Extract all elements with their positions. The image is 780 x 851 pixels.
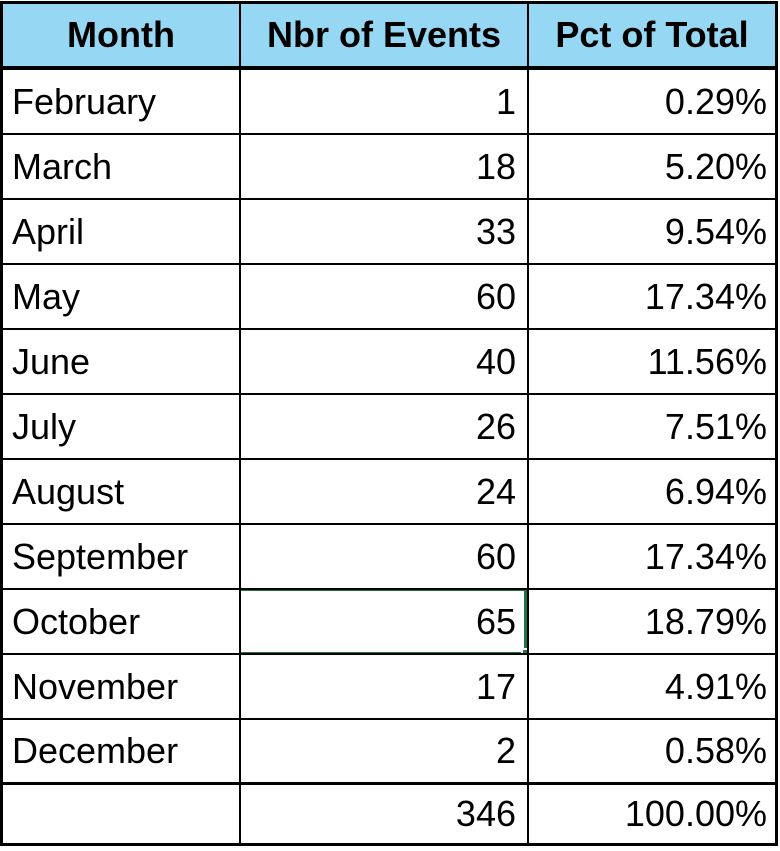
cell-month[interactable]: August <box>3 460 241 523</box>
cell-month[interactable]: March <box>3 135 241 198</box>
table-row-may: May 60 17.34% <box>3 265 775 330</box>
cell-events[interactable]: 60 <box>241 525 529 588</box>
cell-events[interactable]: 40 <box>241 330 529 393</box>
header-cell-pct[interactable]: Pct of Total <box>555 14 749 55</box>
table-row-april: April 33 9.54% <box>3 200 775 265</box>
cell-events[interactable]: 24 <box>241 460 529 523</box>
cell-events[interactable]: 2 <box>241 720 529 782</box>
cell-pct[interactable]: 6.94% <box>664 470 767 512</box>
total-cell-month[interactable] <box>3 785 241 843</box>
cell-pct[interactable]: 17.34% <box>644 535 767 577</box>
cell-month[interactable]: June <box>3 330 241 393</box>
cell-pct[interactable]: 0.29% <box>664 80 767 122</box>
cell-events[interactable]: 33 <box>241 200 529 263</box>
cell-pct[interactable]: 7.51% <box>664 405 767 447</box>
cell-month[interactable]: February <box>3 70 241 133</box>
cell-events[interactable]: 17 <box>241 655 529 718</box>
header-cell-month[interactable]: Month <box>3 4 241 66</box>
table-row-july: July 26 7.51% <box>3 395 775 460</box>
table-row-september: September 60 17.34% <box>3 525 775 590</box>
table-row-march: March 18 5.20% <box>3 135 775 200</box>
table-row-june: June 40 11.56% <box>3 330 775 395</box>
total-cell-events[interactable]: 346 <box>241 785 529 843</box>
cell-month[interactable]: November <box>3 655 241 718</box>
table-row-november: November 17 4.91% <box>3 655 775 720</box>
cell-pct[interactable]: 18.79% <box>644 600 767 642</box>
cell-month[interactable]: October <box>3 590 241 653</box>
cell-month[interactable]: May <box>3 265 241 328</box>
table-row-august: August 24 6.94% <box>3 460 775 525</box>
cell-pct[interactable]: 9.54% <box>664 210 767 252</box>
cell-month[interactable]: April <box>3 200 241 263</box>
cell-pct[interactable]: 0.58% <box>664 730 767 771</box>
cell-pct[interactable]: 17.34% <box>644 275 767 317</box>
cell-events[interactable]: 18 <box>241 135 529 198</box>
total-row: 346 100.00% <box>3 785 775 843</box>
fill-handle[interactable] <box>521 648 527 653</box>
total-cell-pct[interactable]: 100.00% <box>624 793 767 834</box>
table-row-october: October 65 18.79% <box>3 590 775 655</box>
cell-events[interactable]: 60 <box>241 265 529 328</box>
cell-events[interactable]: 26 <box>241 395 529 458</box>
header-cell-events[interactable]: Nbr of Events <box>241 4 529 66</box>
cell-events-selected[interactable]: 65 <box>241 590 529 653</box>
selected-cell-value: 65 <box>475 600 516 642</box>
table-row-february: February 1 0.29% <box>3 70 775 135</box>
cell-month[interactable]: July <box>3 395 241 458</box>
cell-pct[interactable]: 11.56% <box>647 340 767 382</box>
table-row-december: December 2 0.58% <box>3 720 775 785</box>
cell-events[interactable]: 1 <box>241 70 529 133</box>
cell-month[interactable]: September <box>3 525 241 588</box>
cell-month[interactable]: December <box>3 720 241 782</box>
header-row: Month Nbr of Events Pct of Total <box>3 4 775 70</box>
cell-pct[interactable]: 5.20% <box>664 145 767 187</box>
cell-pct[interactable]: 4.91% <box>664 665 767 707</box>
